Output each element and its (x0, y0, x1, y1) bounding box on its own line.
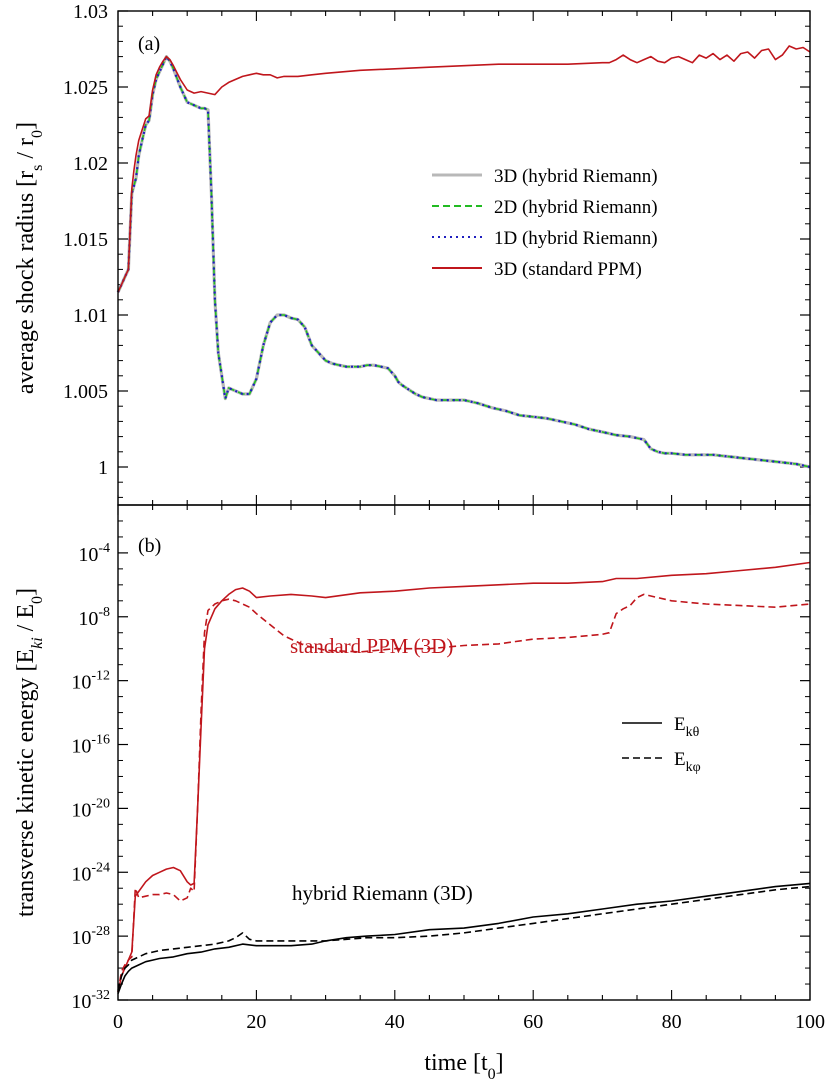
panel-b-ytick-label: 10-4 (78, 541, 110, 566)
panel-b-series-line (117, 561, 811, 993)
panel-b-annotation: hybrid Riemann (3D) (292, 881, 473, 905)
x-tick-label: 40 (385, 1011, 405, 1033)
x-tick-label: 20 (246, 1011, 266, 1033)
panel-a-series-line (117, 55, 811, 469)
x-axis-label: time [t0] (424, 1050, 503, 1083)
panel-b-series-line (117, 882, 811, 994)
panel-b-legend: Ekθ Ekφ (622, 714, 701, 775)
panel-a-y-axis-label: average shock radius [rs / r0] (13, 122, 46, 394)
x-tick-label: 100 (795, 1011, 825, 1033)
panel-a-frame (117, 10, 811, 506)
x-tick-label: 60 (523, 1011, 543, 1033)
panel-a-ytick-label: 1.02 (73, 153, 108, 175)
x-tick-label: 80 (662, 1011, 682, 1033)
x-tick-label: 0 (113, 1011, 123, 1033)
panel-b-ticks: 10-32 10-28 10-24 10-20 10-16 10-12 10-8 10-4 0 2… (71, 504, 825, 1033)
panel-b-label: (b) (138, 535, 161, 557)
panel-a-ytick-label: 1.03 (73, 1, 108, 23)
panel-a-ytick-label: 1.025 (63, 77, 108, 99)
panel-b-ytick-label: 10-12 (71, 669, 110, 694)
panel-b-series-line (117, 885, 811, 991)
panel-b-frame (117, 504, 811, 1001)
panel-a-ytick-label: 1.005 (63, 381, 108, 403)
panel-a-ytick-label: 1 (98, 457, 108, 479)
panel-b-ytick-label: 10-28 (71, 924, 110, 949)
panel-b-ytick-label: 10-32 (71, 988, 110, 1013)
panel-b-ytick-label: 10-8 (78, 605, 110, 630)
panel-a-ytick-label: 1.015 (63, 229, 108, 251)
panel-b-series-line (117, 593, 811, 993)
panel-a-legend-label: 3D (hybrid Riemann) (494, 166, 658, 187)
panel-b-legend-label: Ekθ (674, 714, 700, 740)
panel-b-annotations: standard PPM (3D) hybrid Riemann (3D) (290, 634, 473, 905)
panel-a-shock-radius: 1 1.005 1.01 1.015 1.02 1.025 1.03 (a) 3D (hyb… (13, 1, 811, 506)
panel-b-ytick-label: 10-20 (71, 796, 110, 821)
panel-b-ytick-label: 10-24 (71, 860, 110, 885)
panel-a-legend-label: 3D (standard PPM) (494, 259, 642, 280)
panel-a-series-line (117, 45, 811, 293)
panel-a-series-line (117, 55, 811, 468)
panel-a-series (116, 45, 811, 469)
panel-b-kinetic-energy: 10-32 10-28 10-24 10-20 10-16 10-12 10-8 10-4 0 2… (13, 504, 825, 1033)
panel-a-series-line (116, 54, 811, 469)
panel-b-ytick-label: 10-16 (71, 733, 110, 758)
panel-a-legend: 3D (hybrid Riemann) 2D (hybrid Riemann) 1D… (432, 166, 658, 280)
panel-b-series (117, 561, 811, 994)
panel-b-legend-label: Ekφ (674, 749, 701, 775)
panel-a-ytick-label: 1.01 (73, 305, 108, 327)
panel-a-legend-label: 2D (hybrid Riemann) (494, 197, 658, 218)
panel-a-legend-label: 1D (hybrid Riemann) (494, 228, 658, 249)
panel-b-annotation: standard PPM (3D) (290, 634, 453, 658)
panel-a-label: (a) (138, 33, 160, 55)
panel-b-y-axis-label: transverse kinetic energy [Eki / E0] (13, 588, 46, 917)
panel-a-ticks: 1 1.005 1.01 1.015 1.02 1.025 1.03 (63, 1, 811, 505)
